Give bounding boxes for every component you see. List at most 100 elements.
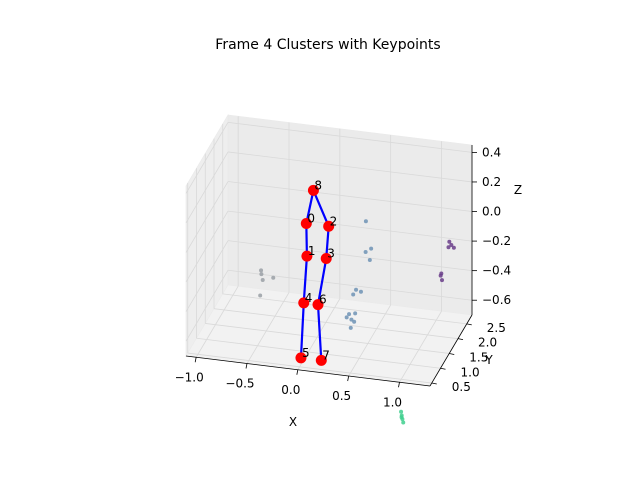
cluster-point — [363, 219, 368, 224]
keypoint-label: 4 — [305, 291, 313, 305]
skeleton-edge — [305, 189, 315, 225]
grid-line-z-left — [185, 270, 229, 342]
cluster-point — [347, 312, 352, 317]
x-tick-mark — [398, 382, 400, 388]
z-tick-label: 0.4 — [482, 145, 501, 159]
cluster-point — [258, 293, 263, 298]
y-tick-label: 2.0 — [478, 336, 497, 350]
grid-line-z-back — [227, 210, 473, 242]
cluster-point — [352, 319, 357, 324]
keypoint-marker — [301, 250, 313, 262]
y-tick-mark — [466, 323, 472, 326]
keypoint-marker — [323, 220, 335, 232]
grid-line-z-back — [227, 151, 473, 183]
keypoint-label: 2 — [330, 214, 338, 228]
keypoint-marker — [315, 354, 327, 366]
keypoint-label: 7 — [322, 348, 330, 362]
keypoint-marker — [307, 184, 319, 196]
cluster-point — [348, 325, 353, 330]
skeleton-edge — [302, 255, 309, 304]
keypoint-marker — [298, 297, 310, 309]
keypoint-label: 8 — [314, 178, 322, 192]
y-tick-mark — [457, 338, 464, 341]
keypoint-label: 3 — [327, 247, 335, 261]
keypoint-label: 1 — [308, 244, 316, 258]
z-axis-label: Z — [514, 183, 522, 197]
cluster-point — [363, 250, 368, 255]
cluster-point — [369, 246, 374, 251]
cluster-point — [259, 268, 264, 273]
cluster-point — [344, 315, 349, 320]
grid-line-z-back — [227, 240, 473, 272]
grid-line-z-left — [185, 240, 229, 312]
y-tick-mark — [440, 367, 446, 370]
grid-line-x-floor — [399, 311, 442, 383]
grid-line-z-left — [185, 210, 229, 283]
cluster-point — [351, 292, 356, 297]
z-tick-label: −0.2 — [482, 234, 511, 248]
z-tick-label: −0.4 — [482, 264, 511, 278]
keypoints: 0 1 2 3 4 5 6 7 8 — [295, 178, 338, 366]
z-tick-label: −0.6 — [482, 293, 511, 307]
keypoint-marker — [300, 218, 312, 230]
y-tick-label: 1.0 — [461, 365, 480, 379]
grid-line-z-left — [185, 151, 229, 224]
grid-line-y-floor — [205, 323, 450, 354]
y-tick-label: 2.5 — [487, 321, 506, 335]
x-tick-mark — [194, 357, 197, 363]
x-axis-line — [185, 355, 431, 387]
skeleton-edge — [316, 257, 328, 306]
keypoint-marker — [295, 352, 307, 364]
z-tick-label: 0.2 — [482, 175, 501, 189]
grid-line-z-left — [185, 122, 229, 194]
x-tick-label: −1.0 — [175, 370, 204, 384]
cluster-point — [358, 289, 363, 294]
cluster-point — [401, 420, 406, 425]
cluster-points — [258, 219, 456, 425]
grid-line-x-floor — [348, 304, 392, 377]
grid-line-z-left — [185, 181, 229, 253]
cluster-point — [349, 317, 354, 322]
y-tick-label: 1.5 — [469, 350, 488, 364]
x-tick-label: 0.5 — [332, 389, 351, 403]
keypoint-label: 0 — [307, 212, 315, 226]
cluster-point — [353, 311, 358, 316]
grid-line-x-floor — [246, 292, 290, 364]
keypoint-label: 5 — [302, 346, 310, 360]
x-tick-mark — [296, 369, 299, 375]
y-axis-line — [429, 314, 473, 387]
x-axis-label: X — [289, 415, 297, 429]
grid-line-z-back — [227, 121, 473, 153]
chart-title: Frame 4 Clusters with Keypoints — [215, 37, 440, 53]
tick-labels: −1.0 −0.5 0.0 0.5 1.00.51.01.52.02.5−0.6−0.4… — [175, 145, 512, 409]
cluster-point — [271, 275, 276, 280]
grid-line-x-floor — [195, 286, 239, 358]
skeleton-edge — [316, 303, 323, 362]
x-tick-label: 0.0 — [281, 383, 300, 397]
grid-line-z-back — [227, 269, 473, 301]
grid-line-y-floor — [222, 293, 467, 325]
x-tick-mark — [245, 363, 248, 369]
axis-lines — [185, 145, 473, 387]
grid-line-y-floor — [187, 352, 432, 384]
cluster-point — [399, 415, 404, 420]
cluster-point — [449, 243, 454, 248]
keypoint-label: 6 — [319, 293, 327, 307]
cluster-point — [354, 287, 359, 292]
z-tick-label: 0.0 — [482, 205, 501, 219]
grid-line-y-floor — [196, 337, 441, 369]
cluster-point — [446, 245, 451, 250]
skeleton-edge — [299, 301, 305, 359]
cluster-point — [451, 245, 456, 250]
cluster-point — [367, 258, 372, 263]
cluster-point — [438, 273, 443, 278]
y-axis-label: Y — [484, 353, 493, 367]
cluster-point — [447, 239, 452, 244]
grid-line-y-floor — [213, 308, 459, 340]
x-tick-label: −0.5 — [225, 377, 254, 391]
cluster-point — [440, 278, 444, 283]
keypoint-marker — [312, 299, 324, 311]
cluster-point — [399, 409, 404, 414]
x-tick-mark — [347, 375, 350, 382]
